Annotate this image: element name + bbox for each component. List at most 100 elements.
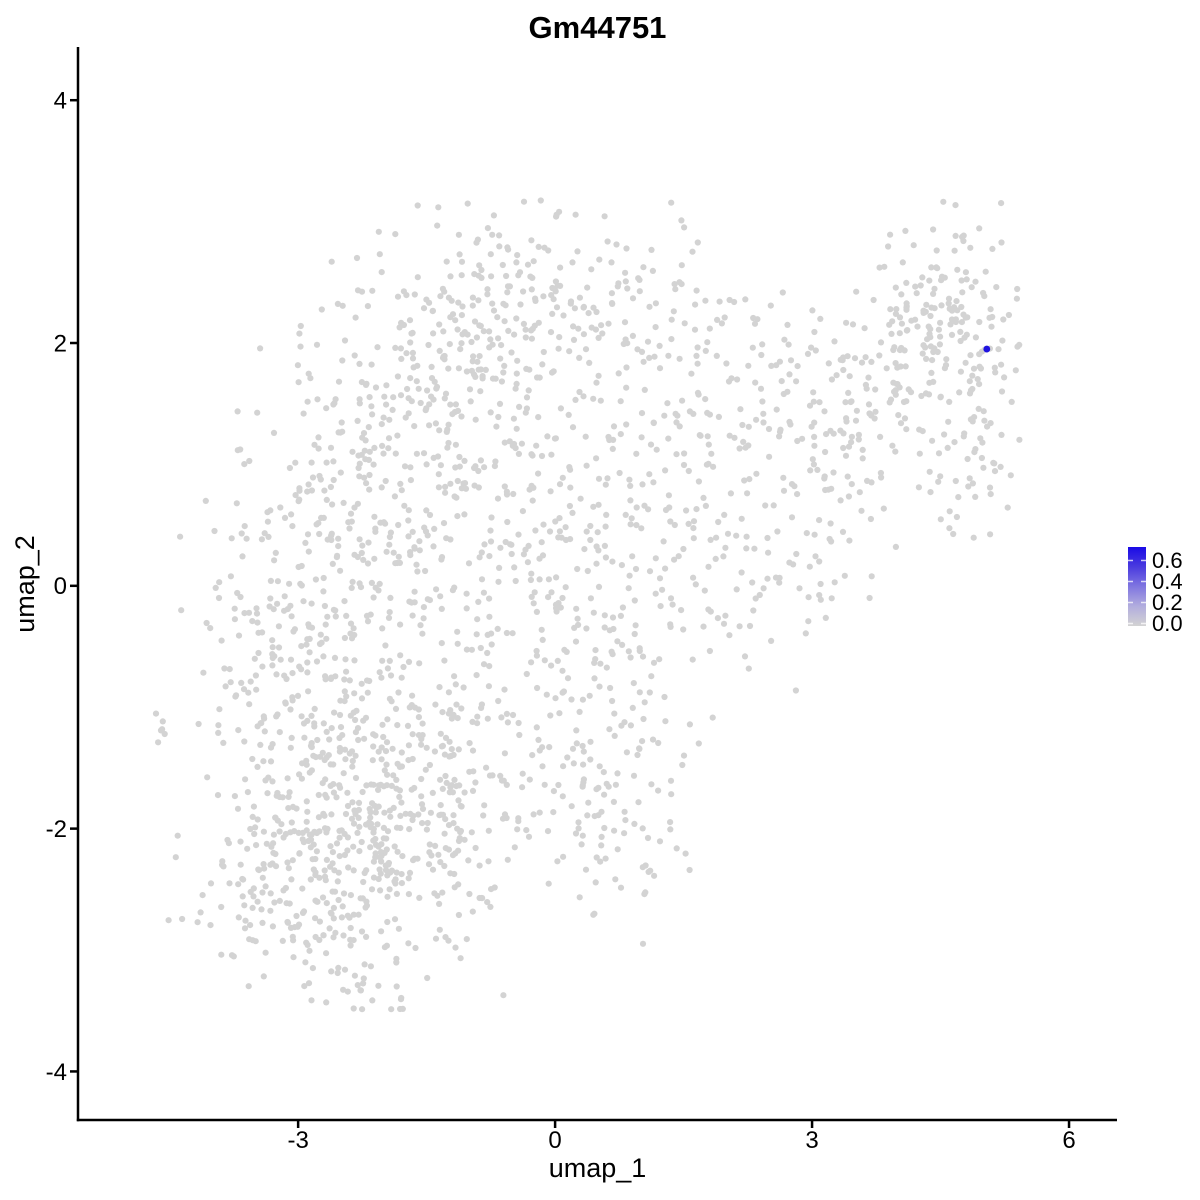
cell-point xyxy=(593,308,600,316)
cell-point xyxy=(437,802,444,809)
cell-point xyxy=(523,670,530,678)
cell-point xyxy=(320,653,327,660)
cell-point xyxy=(972,278,979,285)
cell-point xyxy=(307,844,314,851)
cell-point xyxy=(358,451,365,458)
cell-point xyxy=(360,430,368,437)
cell-point xyxy=(299,885,306,892)
cell-point xyxy=(502,538,509,546)
cell-point xyxy=(461,789,468,796)
cell-point xyxy=(559,667,566,674)
cell-point xyxy=(816,517,823,524)
cell-point xyxy=(535,414,542,421)
cell-point xyxy=(304,669,311,676)
cell-point xyxy=(340,932,347,939)
cell-point xyxy=(329,560,336,568)
cell-point xyxy=(508,550,515,558)
cell-point xyxy=(469,302,476,309)
cell-point xyxy=(406,826,413,833)
cell-point xyxy=(481,802,488,809)
cell-point xyxy=(460,684,467,691)
cell-point xyxy=(432,420,439,427)
cell-point xyxy=(928,369,935,376)
cell-point xyxy=(305,370,312,377)
cell-point xyxy=(331,867,338,874)
cell-point xyxy=(405,875,412,882)
cell-point xyxy=(902,227,909,234)
cell-point xyxy=(987,531,994,538)
cell-point xyxy=(504,518,511,526)
cell-point xyxy=(394,848,401,855)
cell-point xyxy=(595,501,602,508)
cell-point xyxy=(714,615,722,622)
cell-point xyxy=(843,319,850,326)
cell-point xyxy=(393,983,400,990)
cell-point xyxy=(336,744,343,752)
cell-point xyxy=(667,623,674,631)
cell-point xyxy=(349,578,356,586)
cell-point xyxy=(370,837,377,844)
cell-point xyxy=(221,665,228,672)
cell-point xyxy=(215,729,222,737)
cell-point xyxy=(251,655,258,662)
cell-point xyxy=(466,890,473,898)
cell-point xyxy=(778,378,785,385)
cell-point xyxy=(597,397,604,404)
cell-point xyxy=(952,232,959,239)
cell-point xyxy=(405,742,412,749)
cell-point xyxy=(354,287,362,294)
cell-point xyxy=(615,370,622,377)
cell-point xyxy=(644,338,652,345)
cell-point xyxy=(937,393,944,400)
cell-point xyxy=(342,756,349,763)
cell-point xyxy=(360,717,367,724)
cell-point xyxy=(928,304,935,311)
cell-point xyxy=(503,710,510,718)
cell-point xyxy=(216,706,223,713)
cell-point xyxy=(235,632,243,639)
cell-point xyxy=(480,812,487,819)
cell-point xyxy=(398,880,405,887)
cell-point xyxy=(508,541,515,548)
cell-point xyxy=(552,288,559,295)
cell-point xyxy=(338,419,345,426)
cell-point xyxy=(329,501,336,508)
cell-point xyxy=(294,692,302,700)
cell-point xyxy=(484,225,491,232)
cell-point xyxy=(334,969,341,977)
cell-point xyxy=(974,376,981,383)
cell-point xyxy=(883,365,890,372)
cell-point xyxy=(367,814,374,821)
cell-point xyxy=(344,912,351,919)
cell-point xyxy=(316,530,323,538)
cell-point xyxy=(352,752,359,759)
cell-point xyxy=(350,625,357,632)
cell-point xyxy=(646,303,653,310)
cell-point xyxy=(318,639,325,646)
cell-point xyxy=(241,925,249,932)
cell-point xyxy=(370,461,377,468)
cell-point xyxy=(387,869,394,876)
cell-point xyxy=(262,883,269,890)
cell-point xyxy=(595,784,602,791)
cell-point xyxy=(587,522,594,530)
cell-point xyxy=(749,579,756,586)
cell-point xyxy=(580,748,587,755)
cell-point xyxy=(641,502,648,509)
cell-point xyxy=(929,437,936,444)
cell-point xyxy=(868,573,875,580)
cell-point xyxy=(365,539,372,546)
cell-point xyxy=(337,567,344,574)
cell-point xyxy=(496,232,503,239)
cell-point xyxy=(794,437,801,445)
cell-point xyxy=(556,528,564,535)
cell-point xyxy=(913,290,920,297)
cell-point xyxy=(520,320,528,327)
cell-point xyxy=(418,793,425,800)
cell-point xyxy=(287,829,294,836)
cell-point xyxy=(339,903,346,910)
cell-point xyxy=(306,623,313,630)
cell-point xyxy=(525,542,532,550)
cell-point xyxy=(265,533,272,541)
cell-point xyxy=(523,365,530,372)
